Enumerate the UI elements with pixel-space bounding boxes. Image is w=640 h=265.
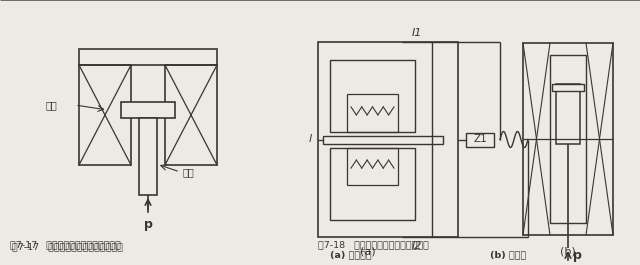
Bar — [466, 132, 494, 147]
Text: 线圈: 线圈 — [45, 100, 57, 110]
Text: (b) 螺管型: (b) 螺管型 — [490, 250, 526, 259]
Bar — [323, 135, 443, 144]
Bar — [121, 102, 175, 118]
Bar — [318, 42, 458, 237]
Bar — [556, 84, 580, 144]
Bar — [347, 94, 398, 131]
Bar — [79, 65, 131, 165]
Bar — [347, 148, 398, 185]
Text: Z1: Z1 — [473, 135, 487, 144]
Text: 图7-17   螺管式电感压力传感器原理图: 图7-17 螺管式电感压力传感器原理图 — [10, 240, 121, 249]
Bar — [552, 84, 584, 91]
Text: (a) 变间隙式: (a) 变间隙式 — [330, 250, 372, 259]
Bar — [550, 55, 586, 223]
Bar — [165, 65, 217, 165]
Bar — [523, 43, 613, 235]
Bar — [330, 60, 415, 131]
Bar — [139, 118, 157, 195]
Text: (b): (b) — [560, 247, 576, 257]
Text: p: p — [573, 249, 582, 262]
Text: p: p — [143, 218, 152, 231]
Text: 图7-18   差动式电感压力传感器原理图: 图7-18 差动式电感压力传感器原理图 — [318, 240, 429, 249]
Text: (a): (a) — [360, 247, 376, 257]
Text: 图7-17   螺管式电感压力传感器原理图: 图7-17 螺管式电感压力传感器原理图 — [12, 242, 123, 251]
Bar — [330, 148, 415, 219]
Text: l: l — [309, 135, 312, 144]
Text: I2: I2 — [412, 241, 422, 251]
Text: 铁芯: 铁芯 — [183, 167, 195, 177]
Text: I1: I1 — [412, 28, 422, 38]
Bar — [79, 49, 217, 65]
